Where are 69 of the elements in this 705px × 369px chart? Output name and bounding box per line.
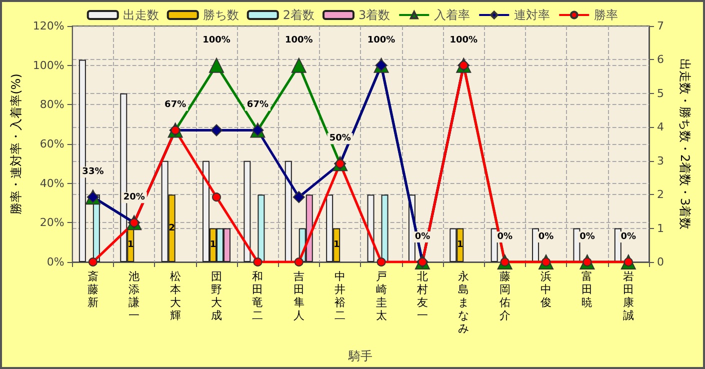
x-tick-label: 松本大輝 — [170, 270, 181, 322]
x-axis-title: 騎手 — [348, 349, 373, 363]
data-label: 100% — [202, 35, 230, 46]
bar — [381, 194, 388, 262]
legend-label: 入着率 — [434, 8, 470, 22]
data-label: 100% — [367, 35, 396, 46]
bar — [258, 194, 265, 262]
point — [88, 258, 98, 266]
x-tick-label: 岩田康誠 — [622, 270, 634, 322]
point — [291, 58, 306, 73]
x-tick-label: 中井裕二 — [334, 270, 346, 322]
point — [209, 58, 224, 73]
data-label: 20% — [123, 192, 145, 203]
data-label: 67% — [164, 100, 186, 110]
data-label: 67% — [246, 100, 268, 110]
point — [212, 192, 222, 202]
legend-label: 2着数 — [282, 8, 315, 22]
x-tick-label: 池添謙一 — [128, 270, 140, 322]
y-tick-label: 40% — [40, 176, 64, 190]
data-label: 0% — [497, 232, 512, 242]
y-tick-label: 100% — [32, 58, 64, 72]
x-tick-label: 藤岡佑介 — [499, 270, 510, 322]
data-label: 50% — [329, 134, 351, 144]
x-tick-label: 団野大成 — [211, 270, 222, 322]
data-label: 0% — [538, 232, 554, 242]
data-label: 0% — [414, 232, 430, 242]
x-tick-label: 浜中俊 — [540, 270, 552, 309]
point — [253, 258, 262, 266]
point — [376, 258, 386, 266]
y2-tick-label: 6 — [657, 53, 664, 66]
data-label: 0% — [620, 232, 636, 242]
data-label: 0% — [580, 232, 595, 242]
bar — [244, 160, 251, 262]
point — [294, 258, 304, 266]
bar — [367, 194, 374, 262]
y-tick-label: 20% — [40, 216, 64, 230]
y2-tick-label: 7 — [657, 20, 664, 32]
legend-label: 勝ち数 — [202, 8, 239, 22]
y-tick-label: 0% — [46, 256, 64, 268]
y2-tick-label: 0 — [657, 256, 664, 268]
data-label: 100% — [450, 35, 478, 46]
x-tick-label: 戸崎圭太 — [376, 270, 387, 322]
data-label: 2 — [168, 223, 175, 234]
y2-tick-label: 5 — [657, 86, 664, 100]
legend-label: 連対率 — [514, 8, 550, 22]
legend-label: 勝率 — [594, 8, 618, 22]
y-tick-label: 120% — [32, 20, 64, 32]
data-label: 100% — [284, 35, 313, 46]
x-tick-label: 北村友一 — [416, 270, 428, 322]
y2-tick-label: 4 — [657, 120, 664, 134]
data-label: 33% — [82, 167, 104, 178]
x-tick-label: 富田暁 — [582, 270, 593, 309]
y2-tick-label: 1 — [657, 222, 664, 235]
y2-axis-title: 出走数・勝ち数・2着数・3着数 — [678, 58, 692, 230]
y-axis-title: 勝率・連対率・入着率(%) — [9, 74, 23, 214]
x-tick-label: 和田竜二 — [252, 270, 264, 322]
point — [210, 124, 223, 136]
legend-label: 出走数 — [122, 8, 159, 22]
y-tick-label: 60% — [40, 138, 64, 150]
y2-tick-label: 3 — [657, 154, 664, 168]
data-label: 1 — [210, 240, 216, 250]
x-tick-label: 永島まなみ — [458, 270, 470, 335]
legend-label: 3着数 — [358, 8, 390, 22]
y2-tick-label: 2 — [657, 188, 664, 202]
bar — [284, 160, 292, 262]
y-tick-label: 80% — [40, 98, 64, 112]
x-tick-label: 斎藤新 — [87, 270, 98, 309]
point — [292, 191, 305, 204]
x-tick-label: 吉田隼人 — [293, 270, 304, 322]
